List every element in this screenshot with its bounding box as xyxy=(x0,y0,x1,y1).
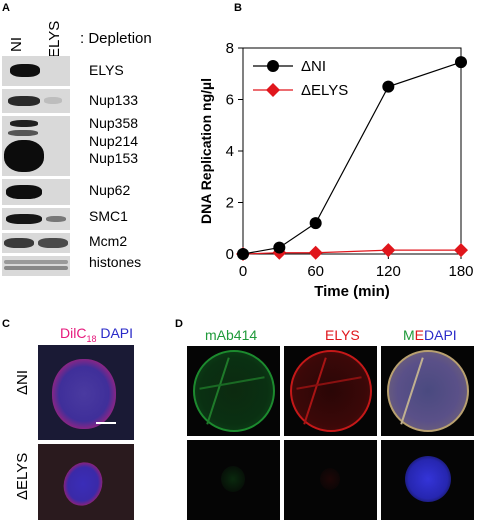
series-point-circle xyxy=(237,248,249,260)
dilc-subscript: 18 xyxy=(86,333,97,344)
row-label-ni: ΔNI xyxy=(14,369,31,395)
blot-row-nup133 xyxy=(2,89,70,113)
series-point-circle xyxy=(455,56,467,69)
micrograph-c-ni xyxy=(38,345,134,440)
x-tick-label: 180 xyxy=(448,263,473,280)
dilc-label: DilC xyxy=(60,325,87,341)
panel-c-stain-label: DilC18 DAPI xyxy=(60,325,133,344)
series-point-circle xyxy=(382,80,395,93)
micrograph-d-mab414-elys xyxy=(187,440,280,520)
x-tick-label: 60 xyxy=(307,263,324,280)
panel-a-letter: A xyxy=(2,2,10,14)
blot-row-nup358-214-153 xyxy=(2,116,70,176)
blot-label-mcm2: Mcm2 xyxy=(89,233,128,249)
x-tick-label: 0 xyxy=(239,263,247,280)
x-tick-label: 120 xyxy=(376,263,401,280)
y-tick-label: 4 xyxy=(226,143,234,160)
row-label-elys: ΔELYS xyxy=(14,452,31,500)
western-blot xyxy=(0,56,74,276)
micrograph-d-merge-elys xyxy=(381,440,474,520)
blot-row-histones xyxy=(2,256,70,276)
blot-label-nup62: Nup62 xyxy=(89,182,131,198)
lane-label-elys: ELYS xyxy=(46,20,63,58)
blot-label-elys: ELYS xyxy=(89,62,124,78)
dapi-label-c: DAPI xyxy=(100,325,134,341)
merge-label: MEDAPI xyxy=(403,327,457,343)
series-point-circle xyxy=(309,217,322,230)
micrograph-d-mab414 xyxy=(187,346,280,436)
plot-frame xyxy=(242,47,462,255)
merge-m: M xyxy=(403,327,415,343)
replication-chart: 0 2 4 6 8 0 60 120 180 Time (min) DNA Replication … xyxy=(198,40,474,300)
legend-marker-circle xyxy=(267,60,279,72)
mab414-label: mAb414 xyxy=(205,327,258,343)
blot-row-mcm2 xyxy=(2,233,70,253)
y-tick-label: 0 xyxy=(226,246,234,263)
elys-label: ELYS xyxy=(325,327,360,343)
blot-label-nup214: Nup214 xyxy=(89,133,139,149)
blot-row-nup62 xyxy=(2,179,70,205)
y-tick-label: 8 xyxy=(226,40,234,57)
series-point-diamond xyxy=(454,243,468,258)
blot-row-elys xyxy=(2,56,70,86)
blot-label-nup358: Nup358 xyxy=(89,115,139,131)
depletion-label: : Depletion xyxy=(80,30,152,47)
series-point-circle xyxy=(273,241,286,254)
micrograph-d-elys xyxy=(284,346,377,436)
y-tick-label: 2 xyxy=(226,195,234,212)
panel-b-letter: B xyxy=(234,2,242,14)
micrograph-d-merge xyxy=(381,346,474,436)
lane-label-ni: NI xyxy=(8,37,25,52)
x-axis-title: Time (min) xyxy=(314,283,390,300)
blot-label-nup153: Nup153 xyxy=(89,150,139,166)
series-point-diamond xyxy=(308,245,323,260)
blot-row-smc1 xyxy=(2,208,70,230)
panel-d-letter: D xyxy=(175,318,183,330)
blot-label-histones: histones xyxy=(89,254,142,270)
legend-label: ΔNI xyxy=(301,58,326,75)
legend-label: ΔELYS xyxy=(301,82,348,99)
merge-e: E xyxy=(414,327,425,343)
panel-c-letter: C xyxy=(2,318,10,330)
legend-marker-diamond xyxy=(266,83,280,97)
micrograph-c-elys xyxy=(38,444,134,520)
nucleus-c-ni xyxy=(52,359,116,429)
blot-label-nup133: Nup133 xyxy=(89,92,139,108)
blot-label-smc1: SMC1 xyxy=(89,208,128,224)
y-axis-title: DNA Replication ng/µl xyxy=(198,78,214,224)
merge-dapi: DAPI xyxy=(424,327,457,343)
series-point-diamond xyxy=(381,243,396,258)
scale-bar xyxy=(96,422,116,424)
y-tick-label: 6 xyxy=(226,92,234,109)
nucleus-c-elys xyxy=(57,456,109,512)
micrograph-d-elys-elys xyxy=(284,440,377,520)
